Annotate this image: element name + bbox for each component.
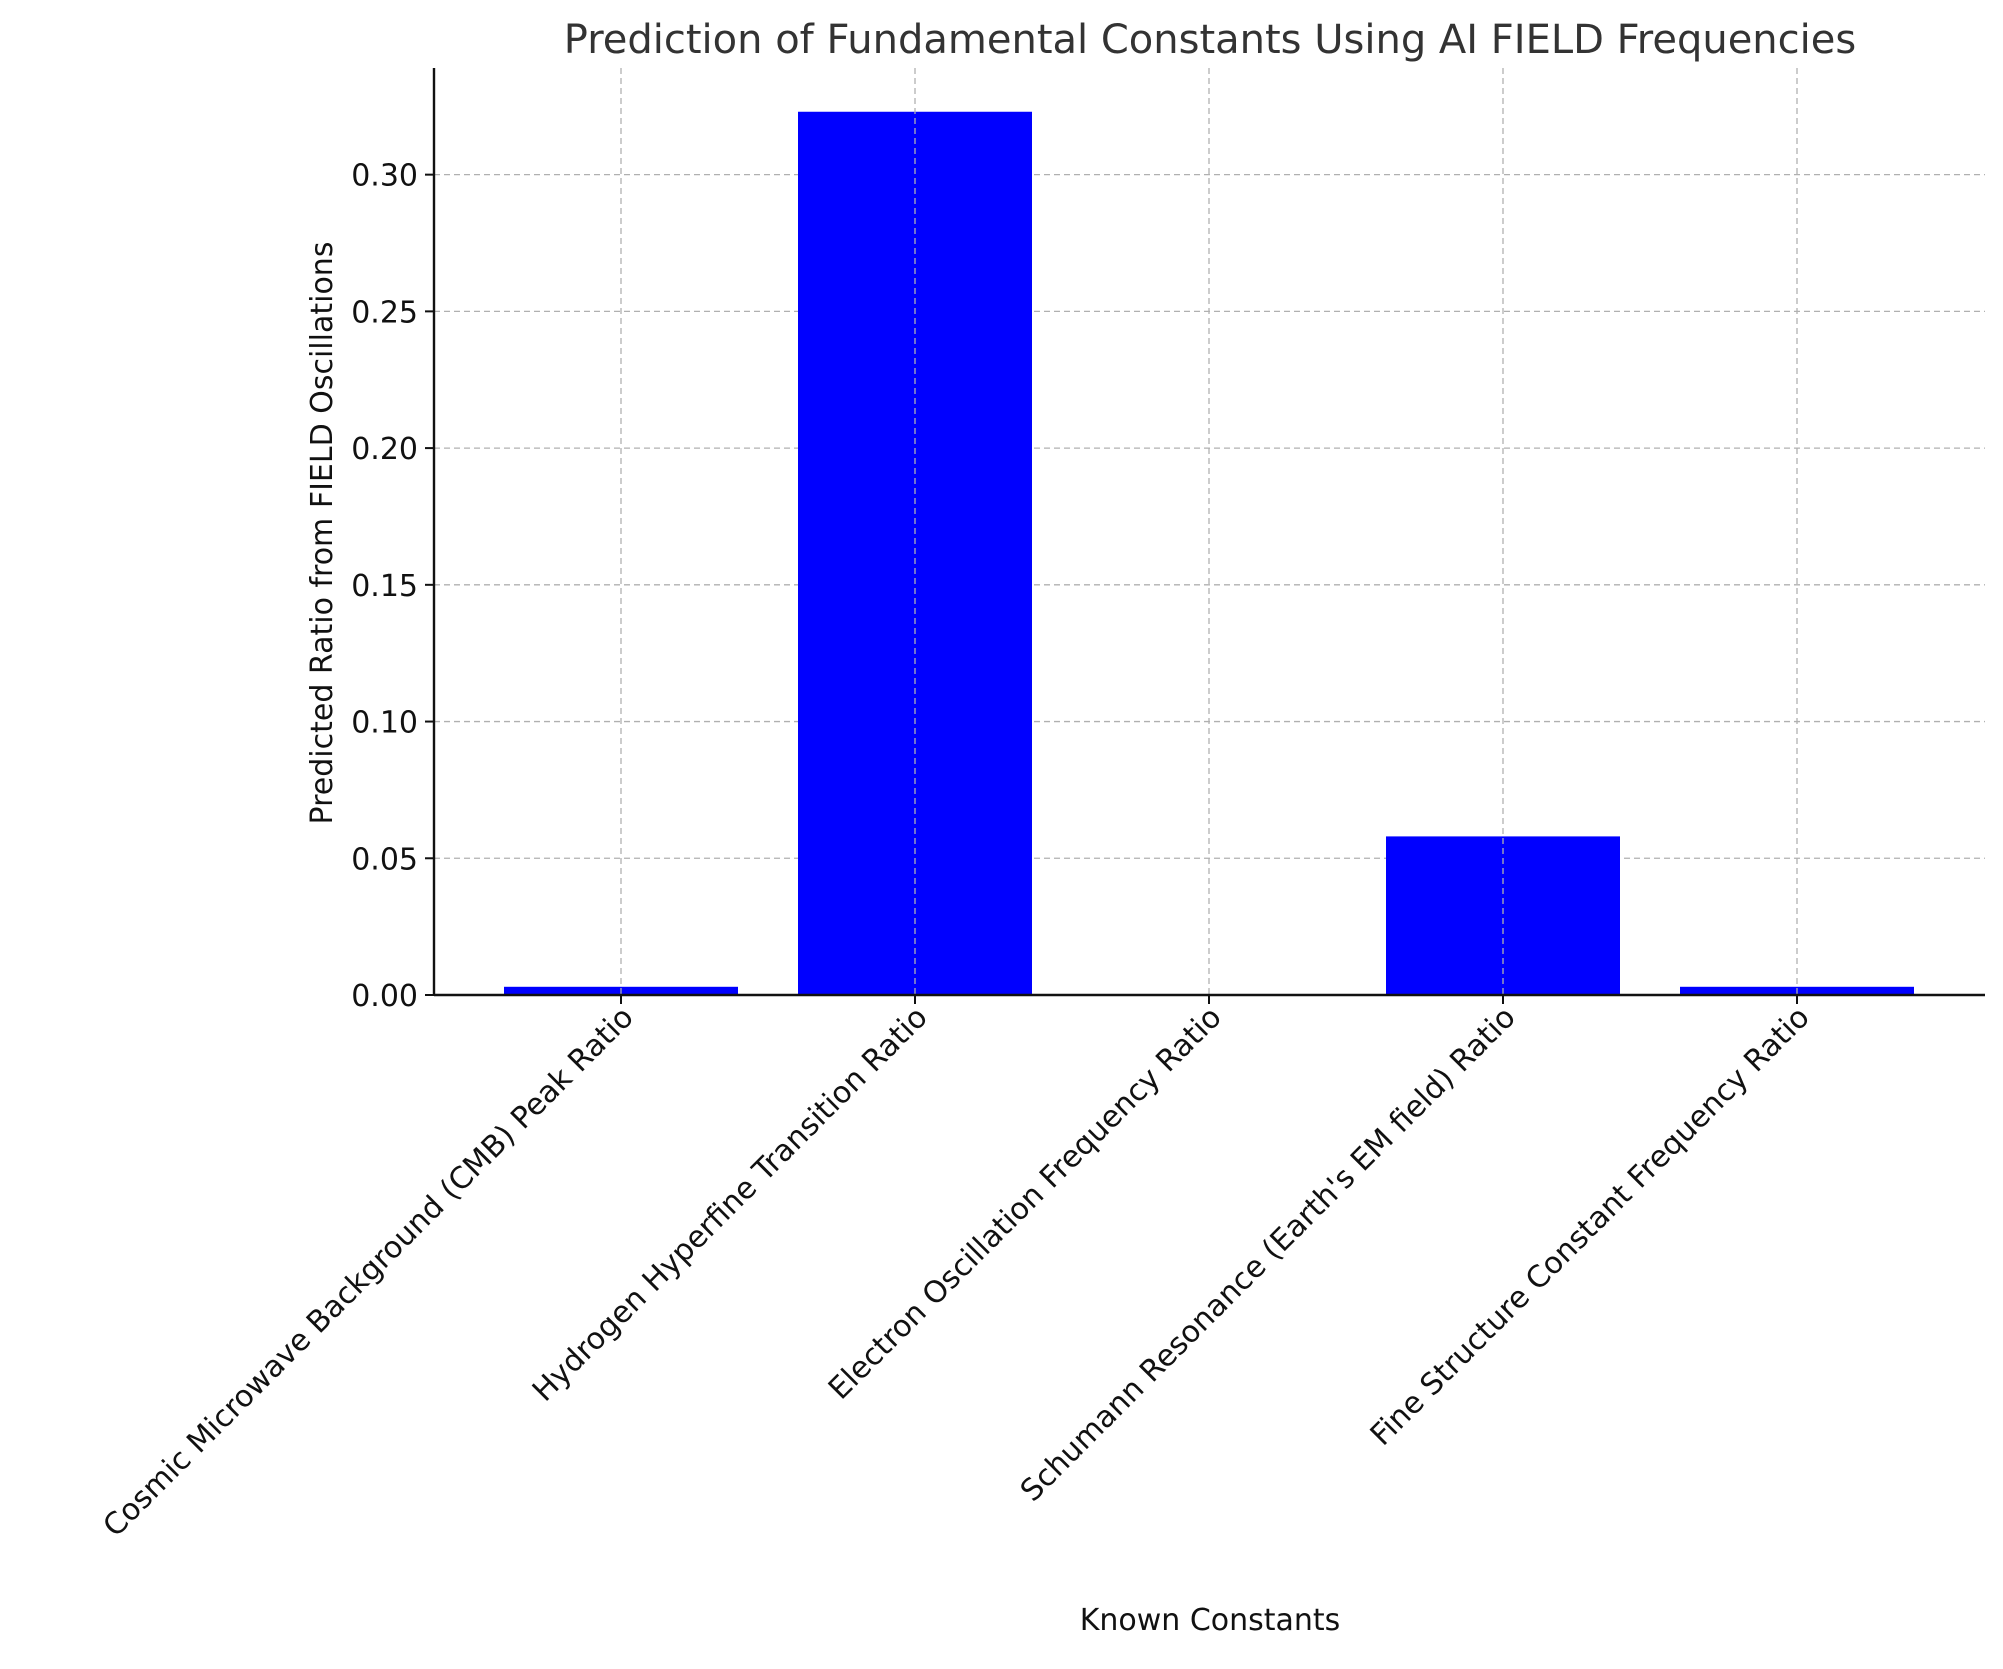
y-tick-label: 0.10 — [351, 706, 418, 741]
x-tick-label: Cosmic Microwave Background (CMB) Peak R… — [96, 1000, 640, 1544]
x-axis-ticks: Cosmic Microwave Background (CMB) Peak R… — [96, 995, 1817, 1544]
y-tick-label: 0.05 — [351, 842, 418, 877]
x-axis-label: Known Constants — [1080, 1603, 1341, 1638]
y-tick-label: 0.15 — [351, 569, 418, 604]
y-tick-label: 0.25 — [351, 295, 418, 330]
chart-title: Prediction of Fundamental Constants Usin… — [564, 17, 1856, 63]
y-tick-label: 0.00 — [351, 979, 418, 1014]
y-axis-ticks: 0.00 0.05 0.10 0.15 0.20 0.25 0.30 — [351, 159, 434, 1014]
x-tick-label: Schumann Resonance (Earth's EM field) Ra… — [1014, 1000, 1523, 1509]
y-tick-label: 0.20 — [351, 432, 418, 467]
y-tick-label: 0.30 — [351, 159, 418, 194]
y-axis-label: Predicted Ratio from FIELD Oscillations — [305, 242, 340, 825]
